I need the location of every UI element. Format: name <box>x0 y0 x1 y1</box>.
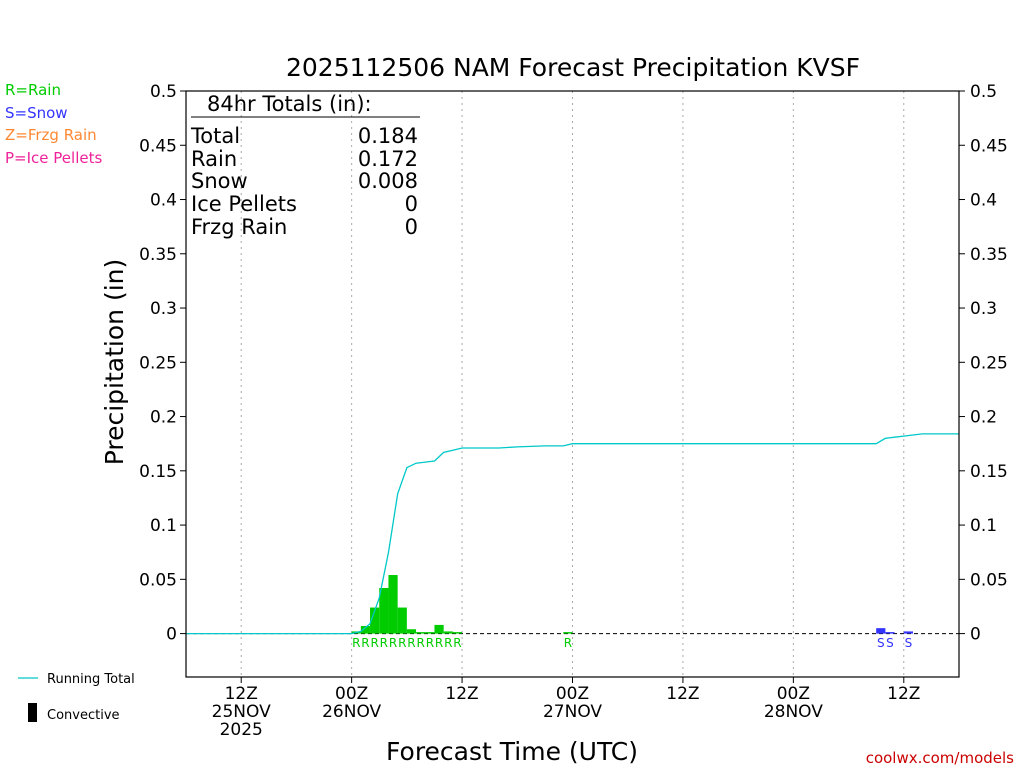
precip-bar <box>416 632 426 634</box>
y-tick-label-left: 0.1 <box>150 516 177 536</box>
x-tick-label: 00Z <box>556 684 589 704</box>
y-tick-label-right: 0.05 <box>970 570 1008 590</box>
totals-box: 84hr Totals (in): Total 0.184 Rain 0.172… <box>190 92 420 239</box>
precip-type-label: R <box>444 636 452 650</box>
precip-bar <box>397 607 407 634</box>
y-tick-label-left: 0.05 <box>139 570 177 590</box>
type-key-ice-pellets: P=Ice Pellets <box>5 149 102 167</box>
totals-snow-label: Snow <box>191 169 248 193</box>
x-tick-label: 12Z <box>666 684 699 704</box>
precip-type-label: R <box>435 636 443 650</box>
precip-type-label: R <box>380 636 388 650</box>
x-tick-label: 12Z <box>445 684 478 704</box>
y-tick-label-left: 0.35 <box>139 245 177 265</box>
y-tick-label-right: 0.5 <box>970 82 997 102</box>
precip-bar <box>379 588 389 634</box>
precip-type-label: R <box>398 636 406 650</box>
y-tick-label-right: 0.45 <box>970 136 1008 156</box>
y-tick-label-left: 0.4 <box>150 191 177 211</box>
totals-snow-value: 0.008 <box>358 169 418 193</box>
precip-type-label: R <box>370 636 378 650</box>
chart-title: 2025112506 NAM Forecast Precipitation KV… <box>286 53 860 82</box>
precip-type-label: S <box>877 636 885 650</box>
y-tick-label-left: 0.25 <box>139 353 177 373</box>
y-tick-label-left: 0.3 <box>150 299 177 319</box>
totals-frzg-rain-label: Frzg Rain <box>191 215 287 239</box>
precip-type-label: R <box>426 636 434 650</box>
type-key-snow: S=Snow <box>5 104 68 122</box>
precip-type-label: R <box>416 636 424 650</box>
convective-legend-swatch <box>28 703 37 722</box>
y-tick-label-right: 0.35 <box>970 245 1008 265</box>
y-tick-label-right: 0.2 <box>970 408 997 428</box>
precip-type-label: S <box>905 636 913 650</box>
running-total-layer <box>186 433 959 635</box>
totals-rain-label: Rain <box>191 147 237 171</box>
x-tick-label: 00Z <box>335 684 368 704</box>
y-tick-label-right: 0.4 <box>970 191 997 211</box>
running-total-line <box>186 433 959 635</box>
y-tick-label-right: 0 <box>970 625 981 645</box>
x-tick-label: 12Z <box>887 684 920 704</box>
x-tick-label: 25NOV <box>212 702 271 722</box>
type-key: R=Rain S=Snow Z=Frzg Rain P=Ice Pellets <box>5 81 102 167</box>
precip-type-label: R <box>453 636 461 650</box>
grid <box>186 91 959 677</box>
precip-bar <box>434 624 444 634</box>
y-tick-label-right: 0.3 <box>970 299 997 319</box>
y-axis-label: Precipitation (in) <box>100 259 129 466</box>
type-key-frzg-rain: Z=Frzg Rain <box>5 126 97 144</box>
precip-bar <box>370 607 380 634</box>
precip-type-label: R <box>389 636 397 650</box>
y-tick-label-left: 0.15 <box>139 462 177 482</box>
x-tick-label: 26NOV <box>322 702 381 722</box>
y-tick-label-left: 0.45 <box>139 136 177 156</box>
totals-rain-value: 0.172 <box>358 147 418 171</box>
precip-type-label: S <box>886 636 894 650</box>
precip-type-label: R <box>352 636 360 650</box>
totals-ice-pellets-value: 0 <box>405 192 418 216</box>
precip-bar <box>406 629 417 634</box>
type-key-rain: R=Rain <box>5 81 61 99</box>
y-tick-label-right: 0.1 <box>970 516 997 536</box>
y-tick-label-right: 0.15 <box>970 462 1008 482</box>
x-tick-label: 28NOV <box>764 702 823 722</box>
precip-bar <box>388 574 398 634</box>
precip-bar <box>452 632 463 634</box>
x-tick-label: 12Z <box>225 684 258 704</box>
totals-total-label: Total <box>190 124 240 148</box>
precip-bar <box>425 632 435 634</box>
totals-total-value: 0.184 <box>358 124 418 148</box>
precip-bar <box>885 632 895 634</box>
precip-bar <box>563 632 573 634</box>
totals-frzg-rain-value: 0 <box>405 215 418 239</box>
precip-bar <box>876 628 886 634</box>
precip-type-label: R <box>564 636 572 650</box>
precip-bar <box>443 631 453 634</box>
y-tick-label-right: 0.25 <box>970 353 1008 373</box>
convective-legend-label: Convective <box>47 708 120 723</box>
axes: 0 00.05 0.050.1 0.10.15 0.150.2 0.20.25 0.250.… <box>139 82 1008 740</box>
precip-type-label: R <box>407 636 415 650</box>
totals-ice-pellets-label: Ice Pellets <box>191 192 297 216</box>
precip-type-label: R <box>361 636 369 650</box>
precip-bar <box>903 631 913 634</box>
y-tick-label-left: 0.5 <box>150 82 177 102</box>
x-axis-label: Forecast Time (UTC) <box>386 737 638 766</box>
precip-bar <box>360 625 371 634</box>
x-tick-label: 00Z <box>777 684 810 704</box>
y-tick-label-left: 0.2 <box>150 408 177 428</box>
watermark-text: coolwx.com/models <box>866 749 1014 767</box>
series-legend: Running Total Convective <box>18 672 135 723</box>
running-total-legend-label: Running Total <box>47 672 135 687</box>
x-tick-label: 27NOV <box>543 702 602 722</box>
totals-header: 84hr Totals (in): <box>207 92 372 116</box>
y-tick-label-left: 0 <box>166 625 177 645</box>
x-tick-label: 2025 <box>220 720 263 740</box>
